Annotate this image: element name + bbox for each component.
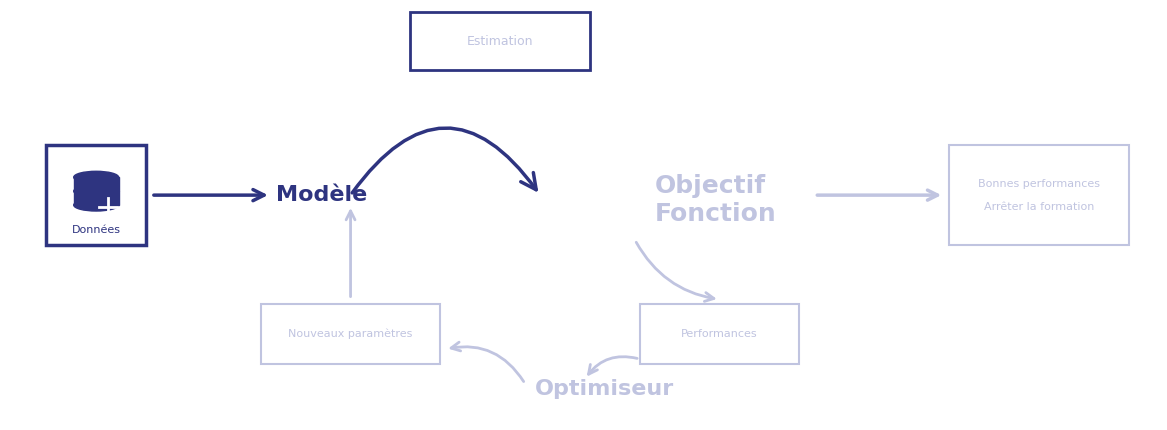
Text: Performances: Performances — [682, 329, 759, 339]
Ellipse shape — [74, 199, 119, 211]
FancyBboxPatch shape — [47, 145, 146, 245]
Text: Estimation: Estimation — [467, 35, 533, 48]
Text: Données: Données — [71, 225, 120, 235]
Ellipse shape — [74, 185, 119, 197]
FancyBboxPatch shape — [74, 177, 119, 191]
FancyBboxPatch shape — [949, 145, 1128, 245]
FancyBboxPatch shape — [74, 191, 119, 205]
Text: Objectif
Fonction: Objectif Fonction — [655, 174, 776, 226]
FancyBboxPatch shape — [260, 304, 440, 364]
Text: Modèle: Modèle — [275, 185, 366, 205]
Ellipse shape — [74, 171, 119, 183]
Text: Optimiseur: Optimiseur — [536, 379, 675, 399]
Text: Nouveaux paramètres: Nouveaux paramètres — [288, 329, 413, 339]
Text: Bonnes performances

Arrêter la formation: Bonnes performances Arrêter la formation — [978, 178, 1100, 212]
FancyBboxPatch shape — [411, 12, 591, 70]
FancyBboxPatch shape — [640, 304, 799, 364]
